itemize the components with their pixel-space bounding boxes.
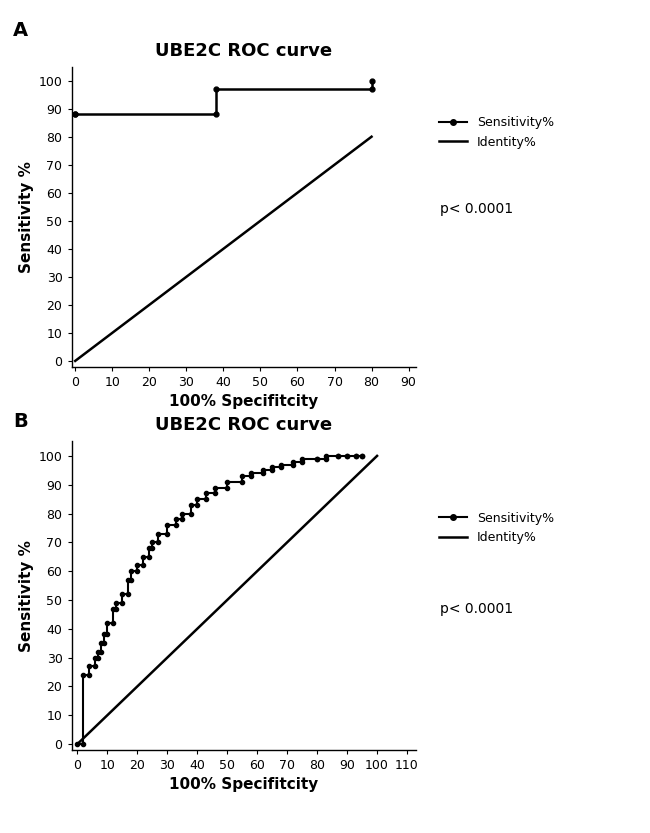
X-axis label: 100% Specifitcity: 100% Specifitcity — [169, 777, 318, 792]
Sensitivity% — [322, 451, 330, 461]
Text: p< 0.0001: p< 0.0001 — [440, 202, 514, 216]
Sensitivity% — [148, 543, 156, 553]
Sensitivity% — [110, 618, 118, 628]
Line: Sensitivity%: Sensitivity% — [73, 78, 374, 117]
Text: p< 0.0001: p< 0.0001 — [440, 601, 514, 616]
Text: B: B — [13, 412, 28, 431]
X-axis label: 100% Specifitcity: 100% Specifitcity — [169, 394, 318, 409]
Sensitivity% — [72, 109, 79, 119]
Sensitivity% — [73, 739, 81, 749]
Sensitivity% — [368, 76, 376, 86]
Line: Sensitivity%: Sensitivity% — [75, 454, 364, 746]
Legend: Sensitivity%, Identity%: Sensitivity%, Identity% — [439, 511, 554, 544]
Sensitivity% — [212, 109, 220, 119]
Sensitivity% — [368, 84, 376, 94]
Title: UBE2C ROC curve: UBE2C ROC curve — [155, 416, 332, 434]
Title: UBE2C ROC curve: UBE2C ROC curve — [155, 42, 332, 59]
Sensitivity% — [72, 109, 79, 119]
Sensitivity% — [133, 561, 141, 571]
Sensitivity% — [212, 84, 220, 94]
Text: A: A — [13, 21, 28, 40]
Sensitivity% — [187, 500, 195, 510]
Sensitivity% — [358, 451, 366, 461]
Sensitivity% — [133, 566, 141, 576]
Sensitivity% — [155, 537, 162, 547]
Legend: Sensitivity%, Identity%: Sensitivity%, Identity% — [439, 117, 554, 149]
Y-axis label: Sensitivity %: Sensitivity % — [20, 161, 34, 272]
Y-axis label: Sensitivity %: Sensitivity % — [20, 540, 34, 651]
